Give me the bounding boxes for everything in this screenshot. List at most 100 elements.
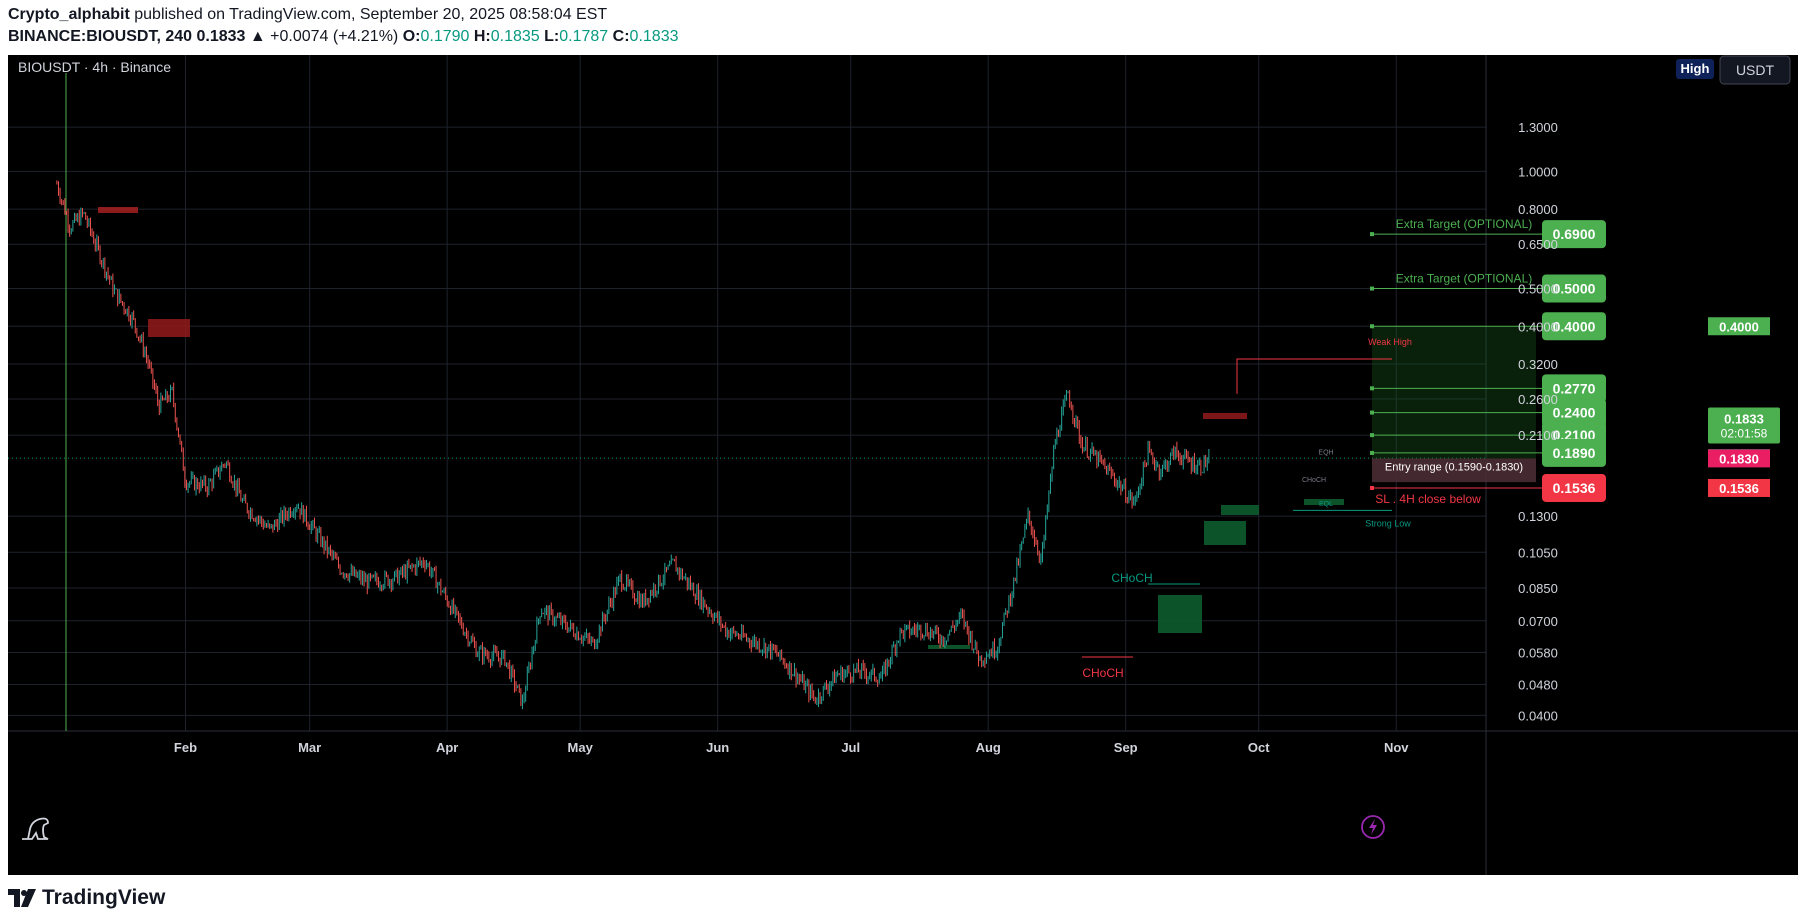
symbol-interval: BINANCE:BIOUSDT, 240 [8, 28, 193, 45]
level-value: 0.1890 [1553, 445, 1596, 461]
ohlc-line: BINANCE:BIOUSDT, 240 0.1833 ▲ +0.0074 (+… [8, 28, 678, 46]
close-label: C: [612, 28, 630, 45]
entry-zone [1372, 458, 1536, 483]
low-label: L: [544, 28, 560, 45]
grid [8, 55, 1798, 875]
chart-area[interactable]: Entry range (0.1590-0.1830) 0.6900 Extra … [8, 55, 1798, 875]
demand-zone [1304, 499, 1344, 505]
price-badge-value: 0.1833 [1724, 411, 1764, 426]
level-value: 0.5000 [1553, 281, 1596, 297]
price-tick: 0.8000 [1518, 202, 1558, 217]
level-marker [1370, 286, 1374, 291]
price-tick: 1.0000 [1518, 164, 1558, 179]
published-text: published on TradingView.com, September … [134, 6, 608, 23]
price-badge [1708, 407, 1780, 444]
currency-label: USDT [1736, 62, 1775, 78]
eqh-label: EQH [1318, 450, 1333, 457]
level-note: Extra Target (OPTIONAL) [1396, 272, 1532, 286]
price-tick: 0.0850 [1518, 581, 1558, 596]
weak-high-line [1236, 358, 1392, 394]
level-marker [1370, 410, 1374, 415]
time-tick: Mar [298, 740, 321, 755]
dino-icon[interactable] [22, 817, 49, 840]
footer-brand[interactable]: TradingView [8, 886, 165, 910]
level-marker [1370, 324, 1374, 329]
time-tick: Nov [1384, 740, 1409, 755]
level-pill [1542, 374, 1606, 403]
profit-zone [1372, 326, 1536, 459]
level-marker [1370, 232, 1374, 237]
tradingview-logo-icon [8, 889, 36, 907]
level-pill [1542, 398, 1606, 427]
demand-zone [928, 645, 970, 649]
price-badge-countdown: 02:01:58 [1721, 426, 1768, 440]
level-value: 0.6900 [1553, 226, 1596, 242]
choch-label: CHoCH [1082, 666, 1123, 680]
time-tick: Sep [1114, 740, 1138, 755]
level-note: SL . 4H close below [1375, 492, 1481, 506]
time-tick: Aug [976, 740, 1001, 755]
open-label: O: [402, 28, 421, 45]
level-value: 0.2770 [1553, 380, 1596, 396]
high-value: 0.1835 [490, 28, 540, 45]
trade-setup-box: Entry range (0.1590-0.1830) [1372, 326, 1536, 483]
structure-annotations: Weak High Strong Low CHoCH CHoCH EQL EQH CHoCH [1082, 337, 1412, 680]
publication-line: Crypto_alphabit published on TradingView… [8, 6, 607, 24]
price-tick: 0.6500 [1518, 237, 1558, 252]
level-pill [1542, 438, 1606, 467]
level-pill [1542, 312, 1606, 341]
price-tick: 0.0400 [1518, 708, 1558, 723]
low-value: 0.1787 [559, 28, 609, 45]
level-pill [1542, 220, 1606, 249]
time-tick: May [568, 740, 594, 755]
axis-price-text: 0.1830 [1719, 451, 1759, 466]
currency-button[interactable]: USDT [1719, 55, 1791, 85]
strong-low-label: Strong Low [1365, 518, 1411, 528]
price-tick: 0.0480 [1518, 678, 1558, 693]
level-marker [1370, 485, 1374, 490]
zones [98, 207, 1344, 649]
price-tick: 0.0700 [1518, 614, 1558, 629]
eql-label: EQL [1319, 501, 1333, 508]
supply-zone [98, 207, 138, 213]
weak-high-label: Weak High [1368, 337, 1412, 347]
level-marker [1370, 386, 1374, 391]
time-tick: Apr [436, 740, 458, 755]
supply-zone [1203, 413, 1247, 419]
price-axis: 1.3000 1.0000 0.8000 0.6500 0.5000 0.4000 0.32… [1518, 120, 1780, 723]
open-value: 0.1790 [420, 28, 470, 45]
author-name[interactable]: Crypto_alphabit [8, 6, 130, 23]
high-label: High [1681, 61, 1710, 76]
price-chart[interactable]: Entry range (0.1590-0.1830) 0.6900 Extra … [8, 55, 1798, 875]
price-tick: 0.4000 [1518, 319, 1558, 334]
price-tick: 0.1300 [1518, 509, 1558, 524]
lightning-icon[interactable] [1361, 815, 1385, 839]
level-pill [1542, 274, 1606, 303]
level-marker [1370, 450, 1374, 455]
axis-price-text: 0.4000 [1719, 319, 1759, 334]
time-tick: Feb [174, 740, 197, 755]
level-value: 0.1536 [1553, 480, 1596, 496]
brand-text: TradingView [42, 886, 166, 909]
high-toggle[interactable]: High [1676, 59, 1714, 79]
demand-zone [1204, 521, 1246, 545]
price-tick: 0.0580 [1518, 646, 1558, 661]
candles [56, 180, 1210, 710]
price-tick: 0.3200 [1518, 357, 1558, 372]
time-axis: Feb Mar Apr May Jun Jul Aug Sep Oct Nov [174, 740, 1409, 755]
choch-label: CHoCH [1111, 571, 1152, 585]
axis-price-text: 0.1536 [1719, 481, 1759, 496]
last-price: 0.1833 [196, 28, 246, 45]
high-label: H: [473, 28, 491, 45]
entry-range-label: Entry range (0.1590-0.1830) [1385, 461, 1523, 473]
price-tick: 0.1050 [1518, 545, 1558, 560]
level-value: 0.2400 [1553, 405, 1596, 421]
demand-zone [1158, 595, 1202, 633]
chart-title: BIOUSDT · 4h · Binance [18, 59, 171, 75]
time-tick: Jun [706, 740, 729, 755]
axis-price-label [1708, 449, 1770, 468]
time-tick: Oct [1248, 740, 1270, 755]
demand-zone [1221, 505, 1259, 515]
supply-zone [148, 319, 190, 337]
